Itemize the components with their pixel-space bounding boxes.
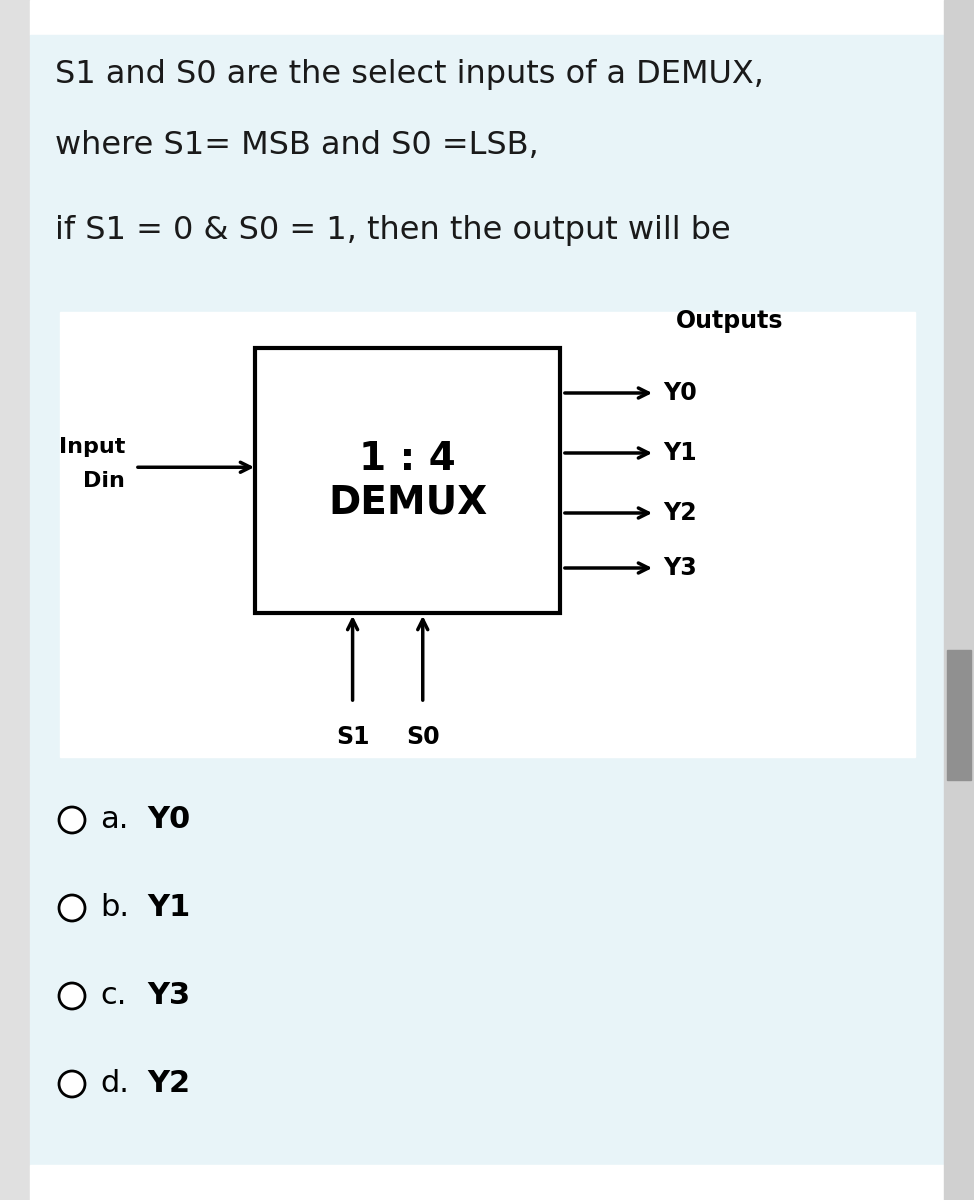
Text: Y0: Y0 <box>663 382 696 404</box>
Bar <box>255 348 560 613</box>
Text: S1: S1 <box>336 725 369 749</box>
Text: Din: Din <box>83 472 125 491</box>
Circle shape <box>59 983 85 1009</box>
Text: 1 : 4: 1 : 4 <box>359 439 456 478</box>
Bar <box>944 0 974 1200</box>
Text: where S1= MSB and S0 =LSB,: where S1= MSB and S0 =LSB, <box>55 130 539 161</box>
Text: b.: b. <box>100 894 129 923</box>
Text: d.: d. <box>100 1069 129 1098</box>
Text: Y2: Y2 <box>147 1069 190 1098</box>
Bar <box>944 0 974 1200</box>
Text: S0: S0 <box>406 725 439 749</box>
Circle shape <box>59 806 85 833</box>
Text: Y1: Y1 <box>663 440 696 464</box>
Text: a.: a. <box>100 805 129 834</box>
Text: S1 and S0 are the select inputs of a DEMUX,: S1 and S0 are the select inputs of a DEM… <box>55 60 764 90</box>
Text: Y3: Y3 <box>663 556 696 580</box>
Bar <box>30 35 944 766</box>
Bar <box>60 312 915 757</box>
Text: Y2: Y2 <box>663 502 696 526</box>
Text: c.: c. <box>100 982 127 1010</box>
Circle shape <box>59 895 85 922</box>
Text: Y3: Y3 <box>147 982 190 1010</box>
Bar <box>947 650 971 780</box>
Bar <box>0 0 30 1200</box>
Text: Outputs: Outputs <box>676 308 784 332</box>
Bar <box>30 766 944 1165</box>
Bar <box>30 0 944 35</box>
Text: DEMUX: DEMUX <box>328 484 487 522</box>
Text: Y1: Y1 <box>147 894 190 923</box>
Bar <box>30 1165 944 1200</box>
Text: Input: Input <box>58 437 125 457</box>
Text: Y0: Y0 <box>147 805 190 834</box>
Text: if S1 = 0 & S0 = 1, then the output will be: if S1 = 0 & S0 = 1, then the output will… <box>55 215 730 246</box>
Circle shape <box>59 1070 85 1097</box>
